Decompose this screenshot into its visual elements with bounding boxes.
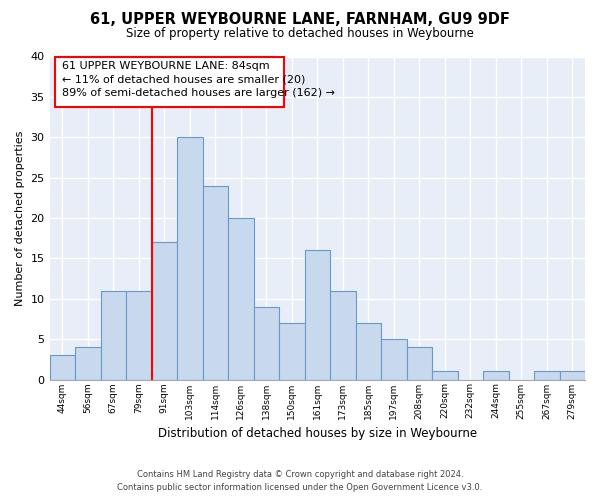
- Bar: [50, 356, 75, 380]
- Bar: [483, 372, 509, 380]
- Text: Size of property relative to detached houses in Weybourne: Size of property relative to detached ho…: [126, 28, 474, 40]
- Text: 61, UPPER WEYBOURNE LANE, FARNHAM, GU9 9DF: 61, UPPER WEYBOURNE LANE, FARNHAM, GU9 9…: [90, 12, 510, 28]
- Bar: [356, 323, 381, 380]
- Y-axis label: Number of detached properties: Number of detached properties: [15, 130, 25, 306]
- Bar: [254, 307, 279, 380]
- Bar: [203, 186, 228, 380]
- Bar: [407, 347, 432, 380]
- Bar: [330, 290, 356, 380]
- Bar: [381, 339, 407, 380]
- Bar: [101, 290, 126, 380]
- Text: ← 11% of detached houses are smaller (20): ← 11% of detached houses are smaller (20…: [62, 74, 305, 85]
- Bar: [152, 242, 177, 380]
- X-axis label: Distribution of detached houses by size in Weybourne: Distribution of detached houses by size …: [158, 427, 477, 440]
- Text: 61 UPPER WEYBOURNE LANE: 84sqm: 61 UPPER WEYBOURNE LANE: 84sqm: [62, 60, 270, 70]
- Bar: [126, 290, 152, 380]
- Bar: [305, 250, 330, 380]
- Text: Contains HM Land Registry data © Crown copyright and database right 2024.
Contai: Contains HM Land Registry data © Crown c…: [118, 470, 482, 492]
- Bar: [279, 323, 305, 380]
- Bar: [75, 347, 101, 380]
- Bar: [228, 218, 254, 380]
- Bar: [177, 138, 203, 380]
- Bar: [560, 372, 585, 380]
- Text: 89% of semi-detached houses are larger (162) →: 89% of semi-detached houses are larger (…: [62, 88, 335, 98]
- FancyBboxPatch shape: [55, 56, 284, 106]
- Bar: [534, 372, 560, 380]
- Bar: [432, 372, 458, 380]
